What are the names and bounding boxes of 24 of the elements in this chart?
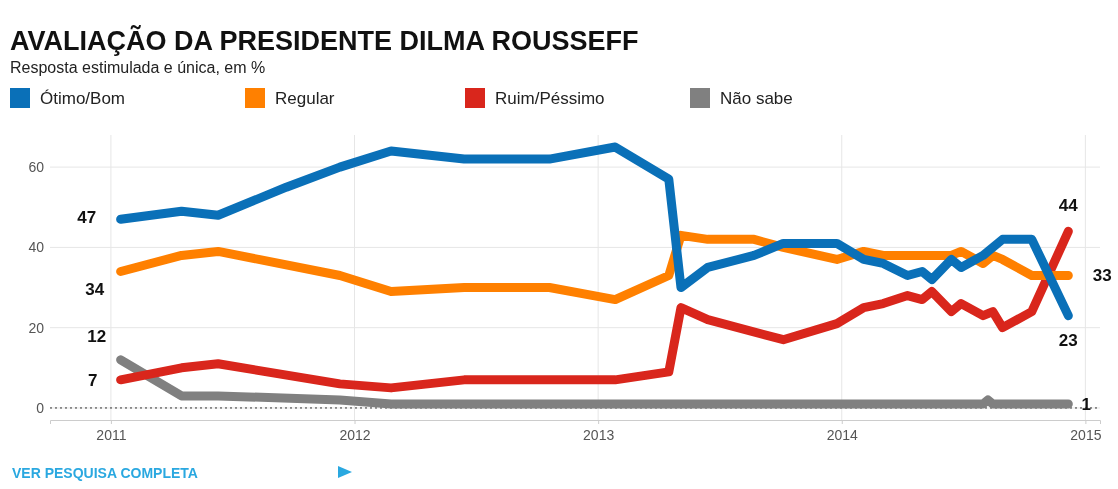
legend-label: Ruim/Péssimo bbox=[495, 89, 605, 108]
chart-title: AVALIAÇÃO DA PRESIDENTE DILMA ROUSSEFF bbox=[10, 25, 639, 56]
y-tick-label: 20 bbox=[28, 319, 45, 336]
data-label: 23 bbox=[1058, 330, 1078, 350]
x-tick-label: 2011 bbox=[96, 426, 127, 443]
y-tick-label: 0 bbox=[36, 399, 45, 416]
legend-label: Ótimo/Bom bbox=[40, 89, 126, 108]
data-label: 33 bbox=[1092, 266, 1112, 286]
legend-label: Não sabe bbox=[720, 89, 793, 108]
x-tick-label: 2014 bbox=[826, 426, 859, 443]
data-label: 1 bbox=[1081, 394, 1092, 414]
data-label: 34 bbox=[85, 280, 105, 300]
y-tick-label: 40 bbox=[28, 239, 45, 256]
data-label: 44 bbox=[1058, 196, 1079, 216]
legend-label: Regular bbox=[275, 89, 335, 108]
text: VER PESQUISA COMPLETA bbox=[12, 465, 198, 481]
x-tick-label: 2015 bbox=[1070, 426, 1102, 443]
data-label: 12 bbox=[87, 326, 107, 346]
data-label: 7 bbox=[87, 370, 98, 390]
x-tick-label: 2013 bbox=[583, 426, 615, 443]
data-label: 47 bbox=[77, 208, 97, 228]
y-tick-label: 60 bbox=[28, 159, 45, 176]
chart-subtitle: Resposta estimulada e única, em % bbox=[10, 59, 266, 76]
x-tick-label: 2012 bbox=[339, 426, 371, 443]
